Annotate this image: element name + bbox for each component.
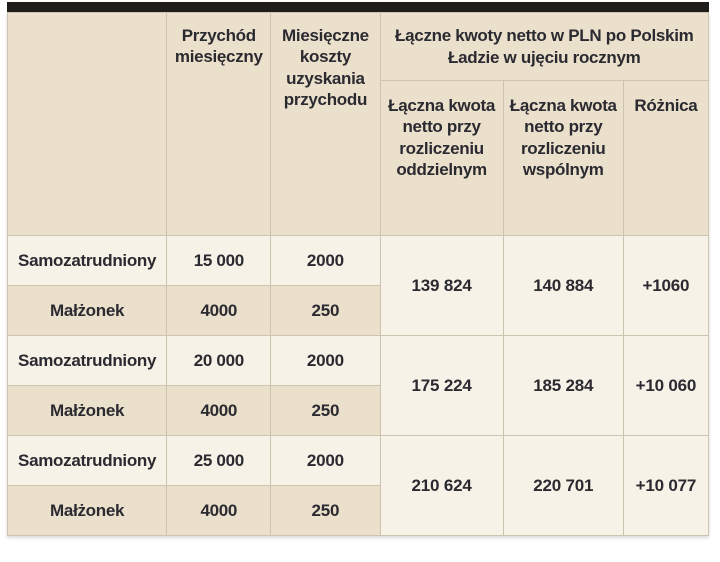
costs-value: 2000 [270, 335, 381, 386]
income-value: 20 000 [166, 335, 272, 386]
income-value: 25 000 [166, 435, 272, 486]
table-row: Małżonek 4000 250 [6, 385, 709, 436]
net-joint-value: 220 701 [502, 435, 624, 536]
table-row: Samozatrudniony 25 000 2000 210 624 220 … [6, 435, 710, 536]
table-row: Małżonek 4000 250 [6, 485, 709, 536]
table-row: Samozatrudniony 20 000 2000 175 224 185 … [6, 335, 710, 436]
header-difference: Różnica [622, 80, 710, 236]
row-label: Małżonek [6, 485, 168, 536]
income-value: 4000 [166, 485, 272, 536]
table-row: Małżonek 4000 250 [6, 285, 709, 336]
costs-value: 250 [270, 285, 381, 336]
net-separate-value: 210 624 [379, 435, 504, 536]
header-group-net-amounts: Łączne kwoty netto w PLN po Polskim Ładz… [379, 12, 709, 81]
row-label: Samozatrudniony [6, 235, 168, 286]
difference-value: +10 077 [622, 435, 710, 536]
costs-value: 250 [270, 385, 381, 436]
income-value: 4000 [166, 385, 272, 436]
header-income: Przychód miesięczny [166, 12, 272, 236]
net-joint-value: 140 884 [502, 235, 624, 336]
net-separate-value: 139 824 [379, 235, 504, 336]
header-row-label-empty [6, 12, 168, 236]
tax-comparison-table: Przychód miesięczny Miesięczne koszty uz… [6, 12, 710, 536]
difference-value: +10 060 [622, 335, 710, 436]
header-net-joint: Łączna kwota netto przy rozliczeniu wspó… [502, 80, 624, 236]
table-row: Samozatrudniony 15 000 2000 139 824 140 … [6, 235, 710, 336]
costs-value: 2000 [270, 235, 381, 286]
difference-value: +1060 [622, 235, 710, 336]
row-label: Samozatrudniony [6, 335, 168, 386]
top-accent-bar [7, 2, 709, 12]
row-label: Samozatrudniony [6, 435, 168, 486]
header-net-separate: Łączna kwota netto przy rozliczeniu oddz… [379, 80, 504, 236]
tax-comparison-table-container: Przychód miesięczny Miesięczne koszty uz… [6, 2, 710, 536]
costs-value: 250 [270, 485, 381, 536]
header-costs: Miesięczne koszty uzyskania przychodu [270, 12, 381, 236]
row-label: Małżonek [6, 285, 168, 336]
net-separate-value: 175 224 [379, 335, 504, 436]
income-value: 4000 [166, 285, 272, 336]
row-label: Małżonek [6, 385, 168, 436]
costs-value: 2000 [270, 435, 381, 486]
net-joint-value: 185 284 [502, 335, 624, 436]
income-value: 15 000 [166, 235, 272, 286]
